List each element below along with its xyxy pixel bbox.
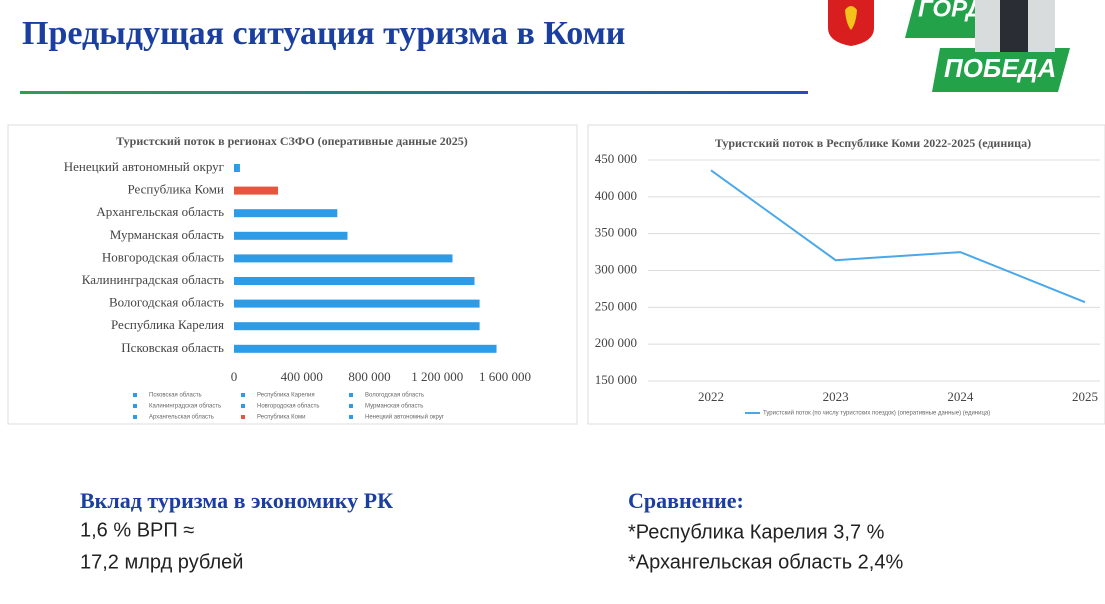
bar — [234, 254, 453, 263]
legend-swatch — [349, 404, 353, 408]
legend-label: Псковская область — [149, 393, 202, 399]
bar — [234, 344, 497, 353]
legend-swatch — [241, 404, 245, 408]
legend-label: Новгородская область — [257, 404, 320, 410]
logo-bottom — [932, 48, 1070, 92]
legend-swatch — [133, 404, 137, 408]
x-tick-label: 0 — [231, 369, 238, 384]
y-tick-label: 300 000 — [595, 261, 637, 276]
y-tick-label: Мурманская область — [110, 227, 224, 242]
y-tick-label: 450 000 — [595, 151, 637, 166]
y-tick-label: 200 000 — [595, 335, 637, 350]
text-line: 1,6 % ВРП ≈ — [80, 519, 194, 541]
y-tick-label: Новгородская область — [102, 249, 224, 264]
x-tick-label: 800 000 — [348, 369, 390, 384]
y-tick-label: Ненецкий автономный округ — [64, 159, 224, 174]
x-tick-label: 2024 — [947, 389, 974, 404]
bar — [234, 186, 279, 195]
legend-label: Туристский поток (по числу туристских по… — [763, 410, 990, 417]
legend-swatch — [349, 393, 353, 397]
bar — [234, 209, 338, 218]
y-tick-label: 350 000 — [595, 225, 637, 240]
legend-swatch — [133, 415, 137, 419]
legend-label: Архангельская область — [149, 415, 214, 421]
line — [710, 169, 1086, 304]
y-tick-label: 150 000 — [595, 372, 637, 387]
x-tick-label: 400 000 — [281, 369, 323, 384]
x-tick-label: 2025 — [1072, 389, 1098, 404]
legend-label: Ненецкий автономный округ — [365, 414, 445, 421]
emblem-figure — [845, 6, 857, 30]
legend-label: Республика Коми — [257, 415, 305, 421]
person — [1000, 0, 1028, 52]
legend-label: Республика Карелия — [257, 393, 315, 399]
x-tick-label: 2023 — [823, 389, 849, 404]
chart-title: Туристский поток в Республике Коми 2022-… — [715, 136, 1031, 150]
chart-title: Туристский поток в регионах СЗФО (операт… — [116, 134, 467, 148]
chart-panel — [587, 124, 1105, 425]
x-tick-label: 1 600 000 — [479, 369, 531, 384]
text-line: 17,2 млрд рублей — [80, 551, 243, 573]
legend-swatch — [241, 415, 245, 419]
legend-label: Мурманская область — [365, 404, 423, 410]
bar — [234, 322, 480, 331]
legend-swatch — [241, 393, 245, 397]
logo-text: ГОРД — [918, 0, 984, 22]
text-line: *Республика Карелия 3,7 % — [628, 521, 885, 543]
legend-label: Вологодская область — [365, 393, 424, 399]
chart-panel — [7, 124, 578, 425]
legend-swatch — [133, 393, 137, 397]
y-tick-label: 250 000 — [595, 298, 637, 313]
logo-text: ПОБЕДА — [944, 53, 1056, 83]
x-tick-label: 1 200 000 — [411, 369, 463, 384]
title-underline — [20, 91, 808, 94]
y-tick-label: Архангельская область — [96, 204, 224, 219]
y-tick-label: Республика Карелия — [111, 317, 224, 332]
legend-label: Калининградская область — [149, 404, 221, 410]
bar — [234, 164, 240, 172]
y-tick-label: Калининградская область — [82, 272, 224, 287]
y-tick-label: Вологодская область — [109, 295, 224, 310]
y-tick-label: 400 000 — [595, 188, 637, 203]
slide-title: Предыдущая ситуация туризма в Коми — [22, 15, 625, 52]
section-heading: Вклад туризма в экономику РК — [80, 488, 393, 513]
bar — [234, 299, 480, 308]
y-tick-label: Псковская область — [121, 340, 224, 355]
bar — [234, 231, 348, 240]
x-tick-label: 2022 — [698, 389, 724, 404]
y-tick-label: Республика Коми — [127, 182, 224, 197]
bar — [234, 277, 475, 285]
text-line: *Архангельская область 2,4% — [628, 551, 903, 573]
logo-top — [905, 0, 990, 38]
legend-swatch — [349, 415, 353, 419]
section-heading: Сравнение: — [628, 488, 744, 513]
